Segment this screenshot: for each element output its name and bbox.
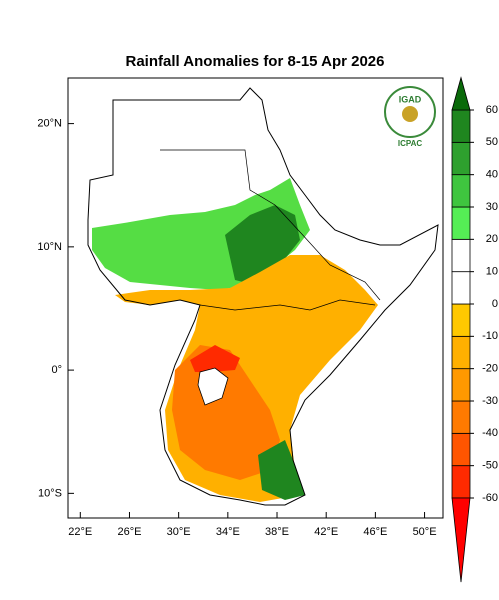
colorbar-bin — [451, 141, 471, 176]
colorbar-bin — [451, 271, 471, 305]
colorbar-tick-label: -20 — [482, 363, 498, 375]
region-outline — [87, 87, 439, 506]
colorbar-bin — [451, 174, 471, 208]
colorbar-tick-label: -30 — [482, 395, 498, 407]
colorbar-tick-label: 40 — [486, 169, 498, 181]
logo-org: ICPAC — [398, 139, 423, 148]
colorbar-bin — [451, 303, 471, 337]
x-tick-label: 46°E — [363, 526, 387, 538]
x-tick-label: 50°E — [413, 526, 437, 538]
dry-anomaly-extreme — [190, 345, 240, 372]
map-title: Rainfall Anomalies for 8-15 Apr 2026 — [126, 53, 385, 70]
x-tick-label: 26°E — [117, 526, 141, 538]
y-tick-label: 10°S — [38, 487, 62, 499]
colorbar-tick-label: 0 — [492, 298, 498, 310]
colorbar-tick-label: -50 — [482, 460, 498, 472]
colorbar-tick-label: 50 — [486, 136, 498, 148]
y-tick-label: 0° — [51, 364, 62, 376]
map-land — [87, 87, 439, 506]
x-tick-label: 38°E — [265, 526, 289, 538]
logo: IGAD ICPAC — [384, 86, 436, 148]
colorbar-tick-label: 60 — [486, 104, 498, 116]
x-tick-label: 34°E — [216, 526, 240, 538]
logo-icon — [402, 106, 418, 122]
x-tick-label: 22°E — [68, 526, 92, 538]
wet-anomaly-strong — [225, 205, 300, 285]
y-tick-label: 10°N — [37, 241, 62, 253]
x-tick-label: 42°E — [314, 526, 338, 538]
x-tick-label: 30°E — [167, 526, 191, 538]
colorbar-bin — [451, 432, 471, 467]
borders — [199, 299, 376, 311]
colorbar-tick-label: -40 — [482, 427, 498, 439]
colorbar-bin — [451, 335, 471, 370]
colorbar-tick-label: 10 — [486, 266, 498, 278]
wet-anomaly-south — [258, 440, 305, 500]
y-tick-label: 20°N — [37, 118, 62, 130]
colorbar-tick-label: -60 — [482, 492, 498, 504]
colorbar-bin — [451, 400, 471, 434]
colorbar-bin — [451, 368, 471, 402]
colorbar-tick-label: -10 — [482, 330, 498, 342]
colorbar-tick-label: 30 — [486, 201, 498, 213]
colorbar-bin — [451, 109, 471, 143]
colorbar-cap-low — [451, 497, 471, 583]
colorbar-bin — [451, 206, 471, 240]
logo-name: IGAD — [399, 94, 422, 104]
colorbar-bin — [451, 465, 471, 499]
lake-victoria — [197, 367, 229, 406]
colorbar-tick-label: 20 — [486, 233, 498, 245]
borders — [160, 149, 381, 301]
colorbar-cap-high — [451, 76, 471, 111]
colorbar-bin — [451, 238, 471, 273]
